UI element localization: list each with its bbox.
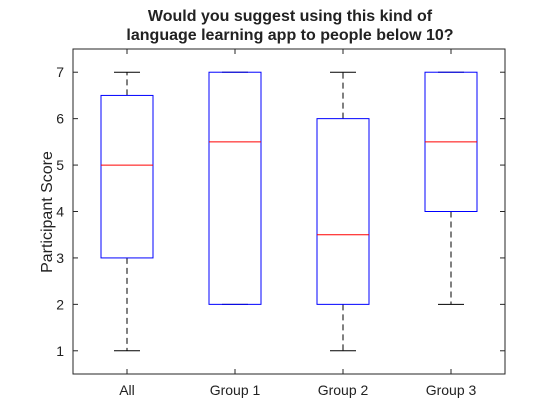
y-tick-label: 3 (56, 250, 64, 266)
chart-title-line-2: language learning app to people below 10… (126, 27, 453, 44)
y-axis-label: Participant Score (39, 151, 56, 273)
x-tick-label: Group 1 (210, 382, 261, 398)
box-iqr (208, 71, 262, 305)
x-tick-label: All (119, 382, 135, 398)
y-tick-label: 1 (56, 343, 64, 359)
plot-area: 1 2 3 4 5 6 7 All Group 1 Group 2 Group 3 (56, 48, 506, 398)
y-tick-label: 2 (56, 296, 64, 312)
box-iqr (316, 118, 370, 305)
x-tick-label: Group 3 (426, 382, 477, 398)
y-tick-label: 4 (56, 204, 64, 220)
y-tick-label: 5 (56, 157, 64, 173)
chart-title-line-1: Would you suggest using this kind of (148, 8, 433, 25)
y-tick-label: 6 (56, 111, 64, 127)
box-iqr (100, 94, 154, 259)
y-tick-label: 7 (56, 64, 64, 80)
x-tick-label: Group 2 (318, 382, 369, 398)
